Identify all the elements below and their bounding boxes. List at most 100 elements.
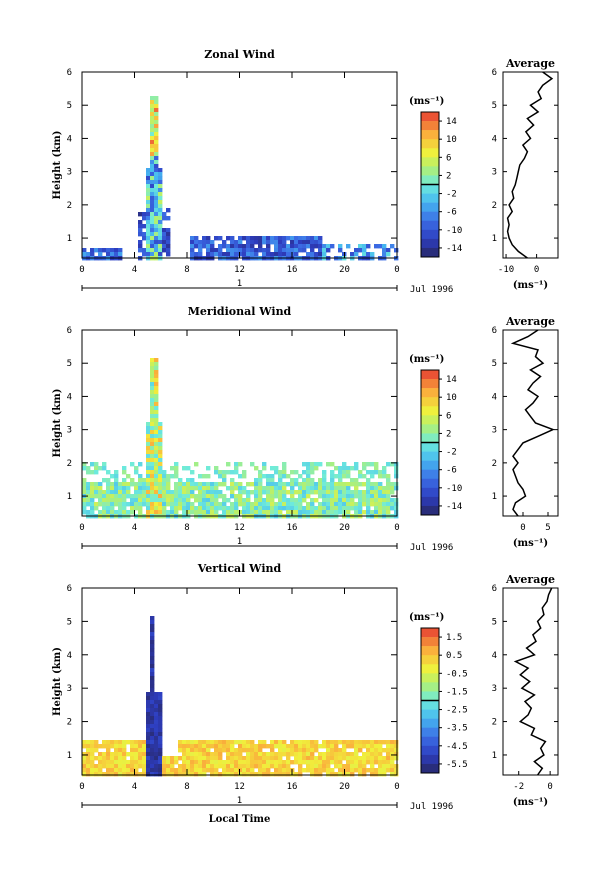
heatmap-cell (170, 498, 175, 503)
heatmap-cell (290, 470, 295, 475)
heatmap-cell (354, 252, 359, 257)
heatmap-cell (118, 486, 123, 491)
heatmap-cell (146, 752, 151, 757)
heatmap-cell (378, 768, 383, 773)
heatmap-cell (374, 752, 379, 757)
heatmap-cell (334, 752, 339, 757)
heatmap-cell (242, 236, 247, 241)
heatmap-cell (394, 752, 399, 757)
heatmap-cell (98, 498, 103, 503)
heatmap-cell (362, 502, 367, 507)
heatmap-cell (186, 752, 191, 757)
heatmap-cell (98, 510, 103, 515)
heatmap-cell (206, 752, 211, 757)
heatmap-cell (214, 772, 219, 777)
heatmap-cell (254, 466, 259, 471)
heatmap-cell (106, 482, 111, 487)
heatmap-cell (306, 506, 311, 511)
heatmap-cell (386, 768, 391, 773)
heatmap-cell (358, 506, 363, 511)
heatmap-cell (394, 498, 399, 503)
heatmap-cell (226, 772, 231, 777)
heatmap-cell (150, 656, 155, 661)
heatmap-cell (154, 470, 159, 475)
heatmap-cell (290, 482, 295, 487)
heatmap-cell (150, 378, 155, 383)
heatmap-cell (258, 240, 263, 245)
heatmap-cell (310, 772, 315, 777)
heatmap-cell (234, 466, 239, 471)
heatmap-cell (306, 474, 311, 479)
colorbar-segment (421, 487, 439, 498)
heatmap-cell (338, 482, 343, 487)
heatmap-cell (150, 640, 155, 645)
heatmap-cell (198, 482, 203, 487)
heatmap-cell (246, 510, 251, 515)
heatmap-cell (302, 494, 307, 499)
heatmap-cell (362, 462, 367, 467)
heatmap-cell (278, 764, 283, 769)
heatmap-cell (382, 244, 387, 249)
heatmap-cell (222, 744, 227, 749)
heatmap-cell (318, 744, 323, 749)
heatmap-cell (146, 462, 151, 467)
heatmap-cell (370, 740, 375, 745)
heatmap-cell (326, 502, 331, 507)
heatmap-cell (146, 426, 151, 431)
heatmap-cell (198, 240, 203, 245)
heatmap-cell (146, 430, 151, 435)
heatmap-cell (366, 482, 371, 487)
heatmap-cell (258, 478, 263, 483)
heatmap-cell (158, 224, 163, 229)
heatmap-cell (294, 236, 299, 241)
heatmap-cell (254, 252, 259, 257)
heatmap-cell (342, 744, 347, 749)
heatmap-cell (306, 510, 311, 515)
heatmap-cell (258, 490, 263, 495)
heatmap-cell (118, 490, 123, 495)
heatmap-cell (382, 510, 387, 515)
heatmap-cell (358, 482, 363, 487)
heatmap-cell (186, 768, 191, 773)
heatmap-cell (354, 490, 359, 495)
heatmap-cell (294, 506, 299, 511)
heatmap-cell (218, 752, 223, 757)
heatmap-cell (146, 704, 151, 709)
y-axis-label: Height (km) (52, 389, 63, 458)
heatmap-cell (318, 252, 323, 257)
heatmap-cell (126, 740, 131, 745)
heatmap-cell (338, 474, 343, 479)
heatmap-cell (318, 752, 323, 757)
heatmap-cell (378, 772, 383, 777)
heatmap-cell (250, 506, 255, 511)
heatmap-cell (122, 494, 127, 499)
heatmap-cell (226, 236, 231, 241)
heatmap-cell (230, 752, 235, 757)
heatmap-cell (226, 740, 231, 745)
heatmap-cell (150, 160, 155, 165)
heatmap-cell (378, 490, 383, 495)
heatmap-cell (154, 740, 159, 745)
heatmap-cell (314, 772, 319, 777)
heatmap-cell (146, 176, 151, 181)
heatmap-cell (166, 232, 171, 237)
heatmap-cell (330, 482, 335, 487)
heatmap-cell (146, 732, 151, 737)
heatmap-cell (146, 184, 151, 189)
heatmap-cell (122, 772, 127, 777)
heatmap-cell (326, 510, 331, 515)
profile-y-tick-label: 3 (492, 168, 497, 178)
heatmap-cell (234, 462, 239, 467)
colorbar-tick-label: 1.5 (446, 633, 462, 643)
heatmap-cell (218, 764, 223, 769)
heatmap-cell (150, 450, 155, 455)
heatmap-cell (118, 252, 123, 257)
heatmap-cell (230, 768, 235, 773)
heatmap-cell (374, 760, 379, 765)
heatmap-cell (258, 748, 263, 753)
heatmap-cell (94, 486, 99, 491)
heatmap-cell (346, 490, 351, 495)
heatmap-cell (258, 764, 263, 769)
heatmap-cell (266, 490, 271, 495)
